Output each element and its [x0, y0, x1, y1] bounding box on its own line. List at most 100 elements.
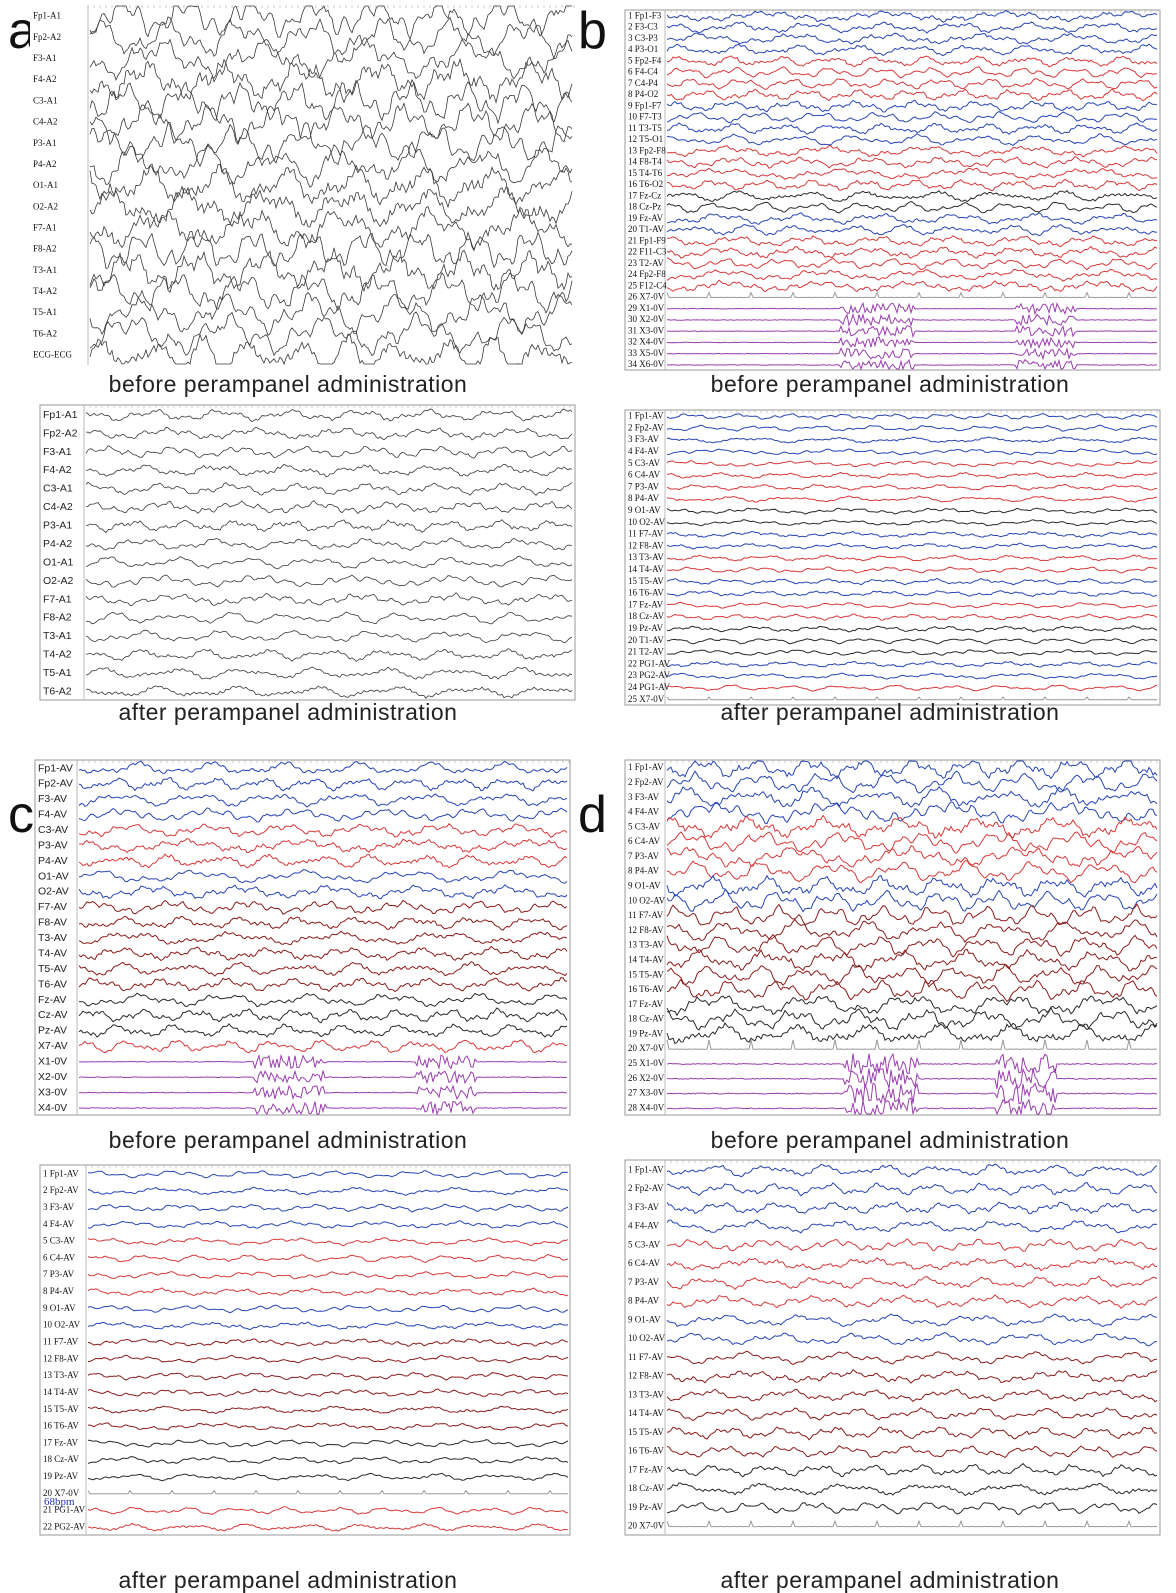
eeg-trace — [666, 1294, 1158, 1309]
channel-label: 17 Fz-AV — [628, 1464, 664, 1474]
eeg-trace — [87, 1170, 569, 1179]
eeg-trace — [85, 445, 573, 459]
channel-label: 2 F3-C3 — [628, 22, 658, 32]
eeg-trace — [666, 542, 1158, 550]
channel-label: F8-AV — [38, 917, 67, 929]
channel-label: 28 X4-0V — [628, 1102, 665, 1112]
channel-label: 8 P4-O2 — [628, 89, 658, 99]
eeg-trace — [666, 530, 1158, 539]
channel-label: 21 T2-AV — [628, 647, 664, 657]
channel-label: 9 O1-AV — [628, 881, 661, 891]
channel-label: T5-AV — [38, 963, 67, 975]
eeg-trace — [85, 666, 573, 680]
channel-label: O2-A2 — [43, 575, 74, 587]
eeg-trace — [89, 183, 573, 228]
channel-label: 6 C4-AV — [628, 836, 661, 846]
channel-label: F7-AV — [38, 901, 67, 913]
eeg-trace — [87, 1439, 569, 1448]
channel-label: C4-A2 — [33, 117, 58, 127]
channel-label: 2 Fp2-AV — [628, 777, 664, 787]
channel-label: T5-A1 — [43, 667, 72, 679]
eeg-trace — [666, 245, 1158, 259]
eeg-trace — [89, 271, 573, 314]
channel-label: F4-AV — [38, 809, 67, 821]
eeg-trace — [666, 889, 1158, 913]
channel-label: 27 X3-0V — [628, 1088, 665, 1098]
channel-label: 22 PG2-AV — [43, 1521, 86, 1531]
eeg-trace — [666, 760, 1158, 780]
eeg-trace — [78, 823, 568, 838]
channel-label: 8 P4-AV — [43, 1286, 75, 1296]
channel-label: O1-A1 — [33, 180, 58, 190]
channel-label: 4 F4-AV — [628, 807, 660, 817]
eeg-trace — [78, 869, 568, 884]
eeg-trace — [666, 279, 1158, 293]
channel-label: 15 T4-T6 — [628, 168, 663, 178]
eeg-trace — [666, 566, 1158, 574]
caption: after perampanel administration — [721, 1567, 1060, 1593]
eeg-trace — [666, 235, 1158, 248]
channel-label: 10 O2-AV — [628, 1333, 666, 1343]
channel-label: T4-A2 — [33, 286, 57, 296]
eeg-trace — [666, 1407, 1158, 1422]
eeg-trace — [85, 537, 573, 551]
channel-label: Fp1-A1 — [33, 11, 61, 21]
eeg-trace — [85, 408, 573, 423]
channel-label: 6 C4-AV — [43, 1252, 76, 1262]
eeg-trace — [666, 1502, 1158, 1516]
channel-label: 11 F7-AV — [628, 1352, 664, 1362]
eeg-trace — [666, 770, 1158, 794]
channel-label: 20 X7-0V — [43, 1488, 80, 1498]
channel-label: 19 Pz-AV — [628, 1502, 664, 1512]
eeg-trace — [666, 519, 1158, 527]
eeg-trace — [666, 424, 1158, 432]
channel-label: 3 F3-AV — [628, 434, 660, 444]
eeg-trace — [666, 978, 1158, 1003]
eeg-trace — [666, 672, 1158, 680]
channel-label: 13 Fp2-F8 — [628, 145, 666, 155]
channel-label: 14 T4-AV — [628, 954, 664, 964]
channel-label: 6 C4-AV — [628, 470, 661, 480]
channel-label: 34 X6-0V — [628, 359, 665, 369]
channel-label: 8 P4-AV — [628, 493, 660, 503]
channel-label: O2-A2 — [33, 201, 58, 211]
channel-label: 26 X7-0V — [628, 292, 665, 302]
channel-label: X7-AV — [38, 1040, 68, 1052]
eeg-trace — [85, 481, 573, 496]
channel-label: 12 F8-AV — [628, 540, 664, 550]
eeg-trace — [87, 1304, 569, 1314]
channel-label: 11 F7-AV — [628, 529, 664, 539]
channel-label: 7 C4-P4 — [628, 78, 658, 88]
channel-label: 7 P3-AV — [43, 1269, 75, 1279]
channel-label: F7-A1 — [33, 222, 57, 232]
eeg-trace — [666, 903, 1158, 926]
eeg-trace — [666, 1201, 1158, 1215]
channel-label: T3-AV — [38, 932, 67, 944]
channel-label: 12 F8-AV — [628, 1371, 664, 1381]
channel-label: 7 P3-AV — [628, 481, 660, 491]
eeg-trace — [666, 301, 1158, 316]
channel-label: 33 X5-0V — [628, 348, 665, 358]
channel-label: 25 F12-C4 — [628, 280, 667, 290]
eeg-trace — [666, 88, 1158, 102]
eeg-trace — [666, 144, 1158, 158]
eeg-trace — [87, 1372, 569, 1381]
eeg-trace — [78, 807, 568, 823]
eeg-trace — [666, 43, 1158, 57]
channel-label: 24 Fp2-F8 — [628, 269, 666, 279]
channel-label: 16 T6-AV — [628, 1446, 664, 1456]
eeg-trace — [89, 163, 573, 209]
eeg-trace — [89, 57, 573, 105]
eeg-trace — [666, 336, 1158, 350]
eeg-trace — [87, 1388, 569, 1397]
channel-label: X3-0V — [38, 1086, 67, 1098]
eeg-trace — [666, 814, 1158, 839]
eeg-trace — [87, 1422, 569, 1431]
eeg-trace — [667, 167, 1158, 181]
eeg-trace — [666, 1275, 1158, 1291]
eeg-trace — [87, 1220, 569, 1229]
eeg-trace — [78, 977, 568, 993]
eeg-trace — [666, 1039, 1158, 1050]
channel-label: T6-AV — [38, 978, 67, 990]
eeg-trace — [666, 483, 1158, 491]
